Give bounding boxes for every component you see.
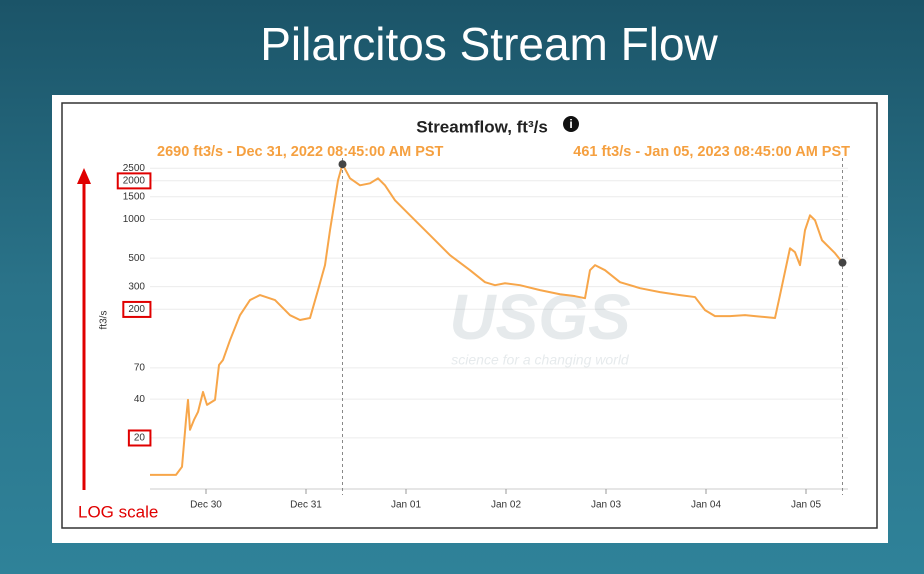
chart-frame xyxy=(61,102,878,529)
y-tick-label: 1500 xyxy=(123,191,146,202)
x-tick-label: Jan 05 xyxy=(791,500,821,511)
x-tick-label: Jan 03 xyxy=(591,500,621,511)
highlight-box xyxy=(127,429,152,447)
info-icon[interactable] xyxy=(563,116,579,132)
watermark: USGS science for a changing world xyxy=(449,281,631,368)
x-tick-label: Jan 04 xyxy=(691,500,721,511)
flow-line xyxy=(150,163,844,476)
y-tick-label: 2000 xyxy=(123,175,146,186)
x-tick-label: Dec 31 xyxy=(290,500,322,511)
annotation-point xyxy=(838,258,847,267)
slide-note: LOG scale xyxy=(78,502,158,521)
annotation-label: 2690 ft3/s - Dec 31, 2022 08:45:00 AM PS… xyxy=(157,144,444,160)
y-tick-label: 500 xyxy=(128,253,145,264)
highlight-box xyxy=(122,300,152,318)
y-tick-label: 1000 xyxy=(123,214,146,225)
y-tick-label: 40 xyxy=(134,394,146,405)
x-tick-label: Jan 01 xyxy=(391,500,421,511)
y-axis-label: ft3/s xyxy=(99,311,110,330)
watermark-logo: USGS xyxy=(449,281,631,353)
annotation-label: 461 ft3/s - Jan 05, 2023 08:45:00 AM PST xyxy=(573,144,850,160)
slide-title: Pilarcitos Stream Flow xyxy=(260,18,718,70)
x-tick-label: Jan 02 xyxy=(491,500,521,511)
highlight-box xyxy=(116,172,152,190)
info-icon-glyph: i xyxy=(569,117,572,131)
x-tick-label: Dec 30 xyxy=(190,500,222,511)
y-tick-label: 20 xyxy=(134,432,146,443)
y-tick-label: 70 xyxy=(134,363,146,374)
y-tick-label: 300 xyxy=(128,281,145,292)
watermark-tagline: science for a changing world xyxy=(451,352,630,368)
y-tick-label: 200 xyxy=(128,304,145,315)
log-arrow-head xyxy=(77,168,91,184)
y-tick-label: 2500 xyxy=(123,163,146,174)
chart-title: Streamflow, ft³/s xyxy=(416,117,548,136)
annotation-point xyxy=(338,160,347,169)
panel xyxy=(52,95,888,543)
